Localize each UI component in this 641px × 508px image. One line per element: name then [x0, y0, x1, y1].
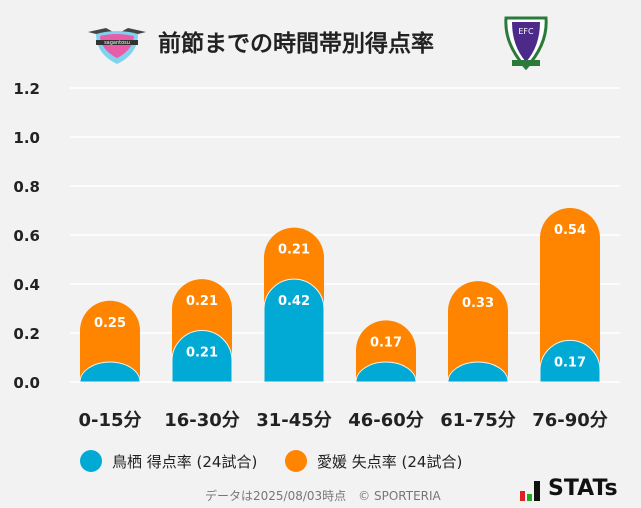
x-tick-label: 76-90分: [532, 410, 608, 431]
bar-tosu-scored: [355, 361, 417, 383]
legend-swatch-ehime: [285, 450, 307, 472]
stats-brand-text: STATs: [548, 476, 618, 501]
bar-ehime-conceded: [448, 281, 508, 382]
chart-title: 前節までの時間帯別得点率: [158, 31, 434, 57]
svg-text:sagantosu: sagantosu: [104, 40, 130, 46]
data-label-ehime: 0.17: [370, 335, 402, 350]
footer-note: データは2025/08/03時点 © SPORTERIA: [205, 489, 441, 503]
sagan-tosu-logo: sagantosu: [88, 28, 146, 64]
legend-item-tosu: 鳥栖 得点率 (24試合): [80, 450, 257, 472]
bar-chart: 0.0 0.2 0.4 0.6 0.8 1.0 1.2 0.25 0-15分 0.21 0.21 16…: [13, 80, 620, 431]
bar-ehime-conceded: [80, 300, 140, 382]
data-label-ehime: 0.25: [94, 316, 126, 331]
stats-brand: STATs: [520, 476, 618, 501]
y-tick-label: 1.2: [13, 80, 40, 98]
x-tick-label: 46-60分: [348, 410, 424, 431]
data-label-ehime: 0.54: [554, 223, 586, 238]
data-label-ehime: 0.21: [278, 243, 310, 258]
y-tick-label: 0.8: [13, 178, 40, 196]
y-tick-label: 0.0: [13, 374, 40, 392]
legend-label-ehime: 愛媛 失点率 (24試合): [317, 452, 463, 471]
svg-text:EFC: EFC: [518, 27, 534, 36]
y-tick-label: 1.0: [13, 129, 40, 147]
data-label-ehime: 0.33: [462, 296, 494, 311]
legend-item-ehime: 愛媛 失点率 (24試合): [285, 450, 462, 472]
legend-swatch-tosu: [80, 450, 102, 472]
bar-ehime-conceded: [540, 208, 600, 382]
bar-tosu-scored: [171, 330, 233, 383]
bar-tosu-scored: [263, 278, 325, 383]
bar-tosu-scored: [79, 361, 141, 383]
x-tick-label: 16-30分: [164, 410, 240, 431]
data-label-ehime: 0.21: [186, 294, 218, 309]
data-label-tosu: 0.21: [186, 346, 218, 361]
bar-tosu-scored: [539, 339, 601, 383]
ehime-fc-logo: EFC: [504, 16, 548, 70]
y-tick-label: 0.2: [13, 325, 40, 343]
stats-bars-icon: [520, 481, 540, 501]
x-tick-label: 61-75分: [440, 410, 516, 431]
data-label-tosu: 0.17: [554, 355, 586, 370]
y-tick-label: 0.4: [13, 276, 40, 294]
legend-label-tosu: 鳥栖 得点率 (24試合): [112, 452, 258, 471]
y-tick-label: 0.6: [13, 227, 40, 245]
bar-tosu-scored: [447, 361, 509, 383]
x-tick-label: 0-15分: [78, 410, 141, 431]
x-tick-label: 31-45分: [256, 410, 332, 431]
data-label-tosu: 0.42: [278, 294, 310, 309]
